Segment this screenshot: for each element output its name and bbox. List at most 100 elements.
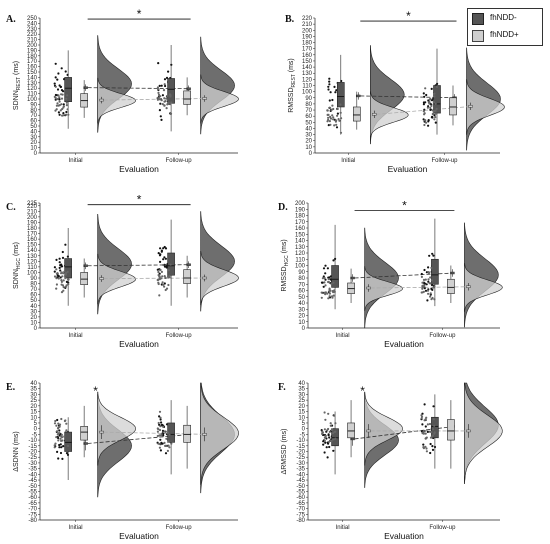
y-tick-label: 40 — [30, 129, 37, 135]
y-tick-label: 140 — [295, 239, 306, 245]
data-point — [425, 447, 428, 450]
x-tick-label: Follow-up — [166, 333, 193, 339]
data-point — [159, 449, 162, 452]
data-point — [54, 419, 57, 423]
y-tick-label: 15 — [30, 410, 37, 416]
data-point — [165, 97, 168, 100]
data-point — [429, 451, 432, 455]
density-cloud — [364, 266, 403, 311]
data-point — [322, 267, 326, 270]
mean-marker — [99, 98, 104, 102]
y-tick-label: 170 — [27, 232, 38, 238]
y-tick-label: 60 — [305, 114, 312, 120]
y-tick-label: -5 — [32, 432, 38, 438]
x-tick-label: Follow-up — [166, 525, 193, 531]
data-point — [61, 284, 65, 287]
panel-label: C. — [6, 202, 16, 213]
y-tick-label: 90 — [30, 102, 37, 108]
data-point — [66, 270, 69, 273]
data-point — [330, 282, 333, 285]
box-iqr — [431, 258, 439, 285]
box-iqr — [183, 90, 191, 105]
data-point — [328, 436, 331, 439]
y-tick-label: -55 — [28, 489, 37, 495]
y-tick-label: 190 — [295, 207, 306, 213]
y-tick-label: 110 — [302, 84, 312, 90]
data-point — [167, 70, 170, 73]
data-point — [336, 112, 339, 115]
y-tick-label: 120 — [295, 251, 306, 257]
x-axis-title: Evaluation — [119, 164, 159, 174]
data-point — [160, 421, 163, 424]
data-point — [60, 439, 63, 442]
data-point — [322, 443, 325, 446]
data-point — [160, 277, 163, 280]
y-tick-label: 30 — [30, 135, 37, 141]
data-point — [433, 92, 436, 95]
data-point — [56, 418, 59, 422]
data-point — [432, 254, 435, 257]
data-point — [63, 270, 66, 273]
data-point — [333, 85, 336, 88]
box-iqr — [336, 82, 345, 108]
y-tick-label: 20 — [298, 404, 305, 410]
data-point — [427, 278, 430, 281]
data-point — [422, 443, 425, 446]
data-point — [327, 113, 330, 116]
data-point — [428, 422, 432, 426]
data-point — [158, 98, 162, 101]
mean-marker — [450, 271, 455, 275]
data-point — [57, 457, 60, 460]
data-point — [323, 428, 326, 431]
y-tick-label: 0 — [34, 326, 38, 332]
data-point — [58, 261, 61, 264]
data-point — [53, 82, 56, 85]
data-point — [426, 423, 429, 426]
data-point — [324, 441, 327, 444]
data-point — [425, 271, 428, 274]
y-tick-label: -20 — [28, 450, 37, 456]
data-point — [54, 62, 57, 65]
data-point — [158, 109, 161, 112]
y-tick-label: 150 — [27, 70, 38, 76]
data-point — [60, 67, 63, 70]
y-tick-label: 90 — [30, 276, 37, 282]
data-point — [434, 109, 437, 112]
y-tick-label: 80 — [305, 102, 312, 108]
y-tick-label: -50 — [296, 484, 305, 490]
y-tick-label: -45 — [28, 478, 37, 484]
data-point — [53, 275, 57, 278]
y-tick-label: 130 — [27, 81, 38, 87]
density-cloud — [466, 79, 505, 135]
data-point — [324, 434, 327, 437]
data-point — [166, 449, 169, 452]
legend-swatch-neg — [472, 13, 484, 25]
data-point — [328, 77, 331, 80]
data-point — [56, 433, 59, 436]
y-tick-label: 100 — [27, 97, 38, 103]
y-tick-label: 10 — [30, 415, 37, 421]
data-point — [329, 117, 333, 120]
data-point — [55, 283, 59, 286]
data-point — [325, 446, 328, 449]
data-point — [169, 112, 173, 115]
data-point — [324, 284, 327, 287]
data-point — [160, 433, 163, 436]
y-tick-label: 90 — [298, 270, 305, 276]
data-point — [328, 120, 331, 123]
panel-label: B. — [285, 14, 295, 25]
y-tick-label: 20 — [305, 139, 312, 145]
y-tick-label: 50 — [298, 295, 305, 301]
data-point — [54, 97, 57, 100]
y-tick-label: 50 — [30, 124, 37, 130]
y-tick-label: 120 — [302, 77, 313, 83]
y-tick-label: 130 — [295, 245, 306, 251]
y-tick-label: 110 — [27, 92, 37, 98]
y-tick-label: -35 — [28, 467, 37, 473]
y-tick-label: 170 — [302, 47, 313, 53]
data-point — [59, 109, 62, 112]
data-point — [424, 119, 427, 122]
mean-marker — [83, 264, 88, 267]
data-point — [433, 424, 436, 427]
data-point — [340, 79, 343, 83]
